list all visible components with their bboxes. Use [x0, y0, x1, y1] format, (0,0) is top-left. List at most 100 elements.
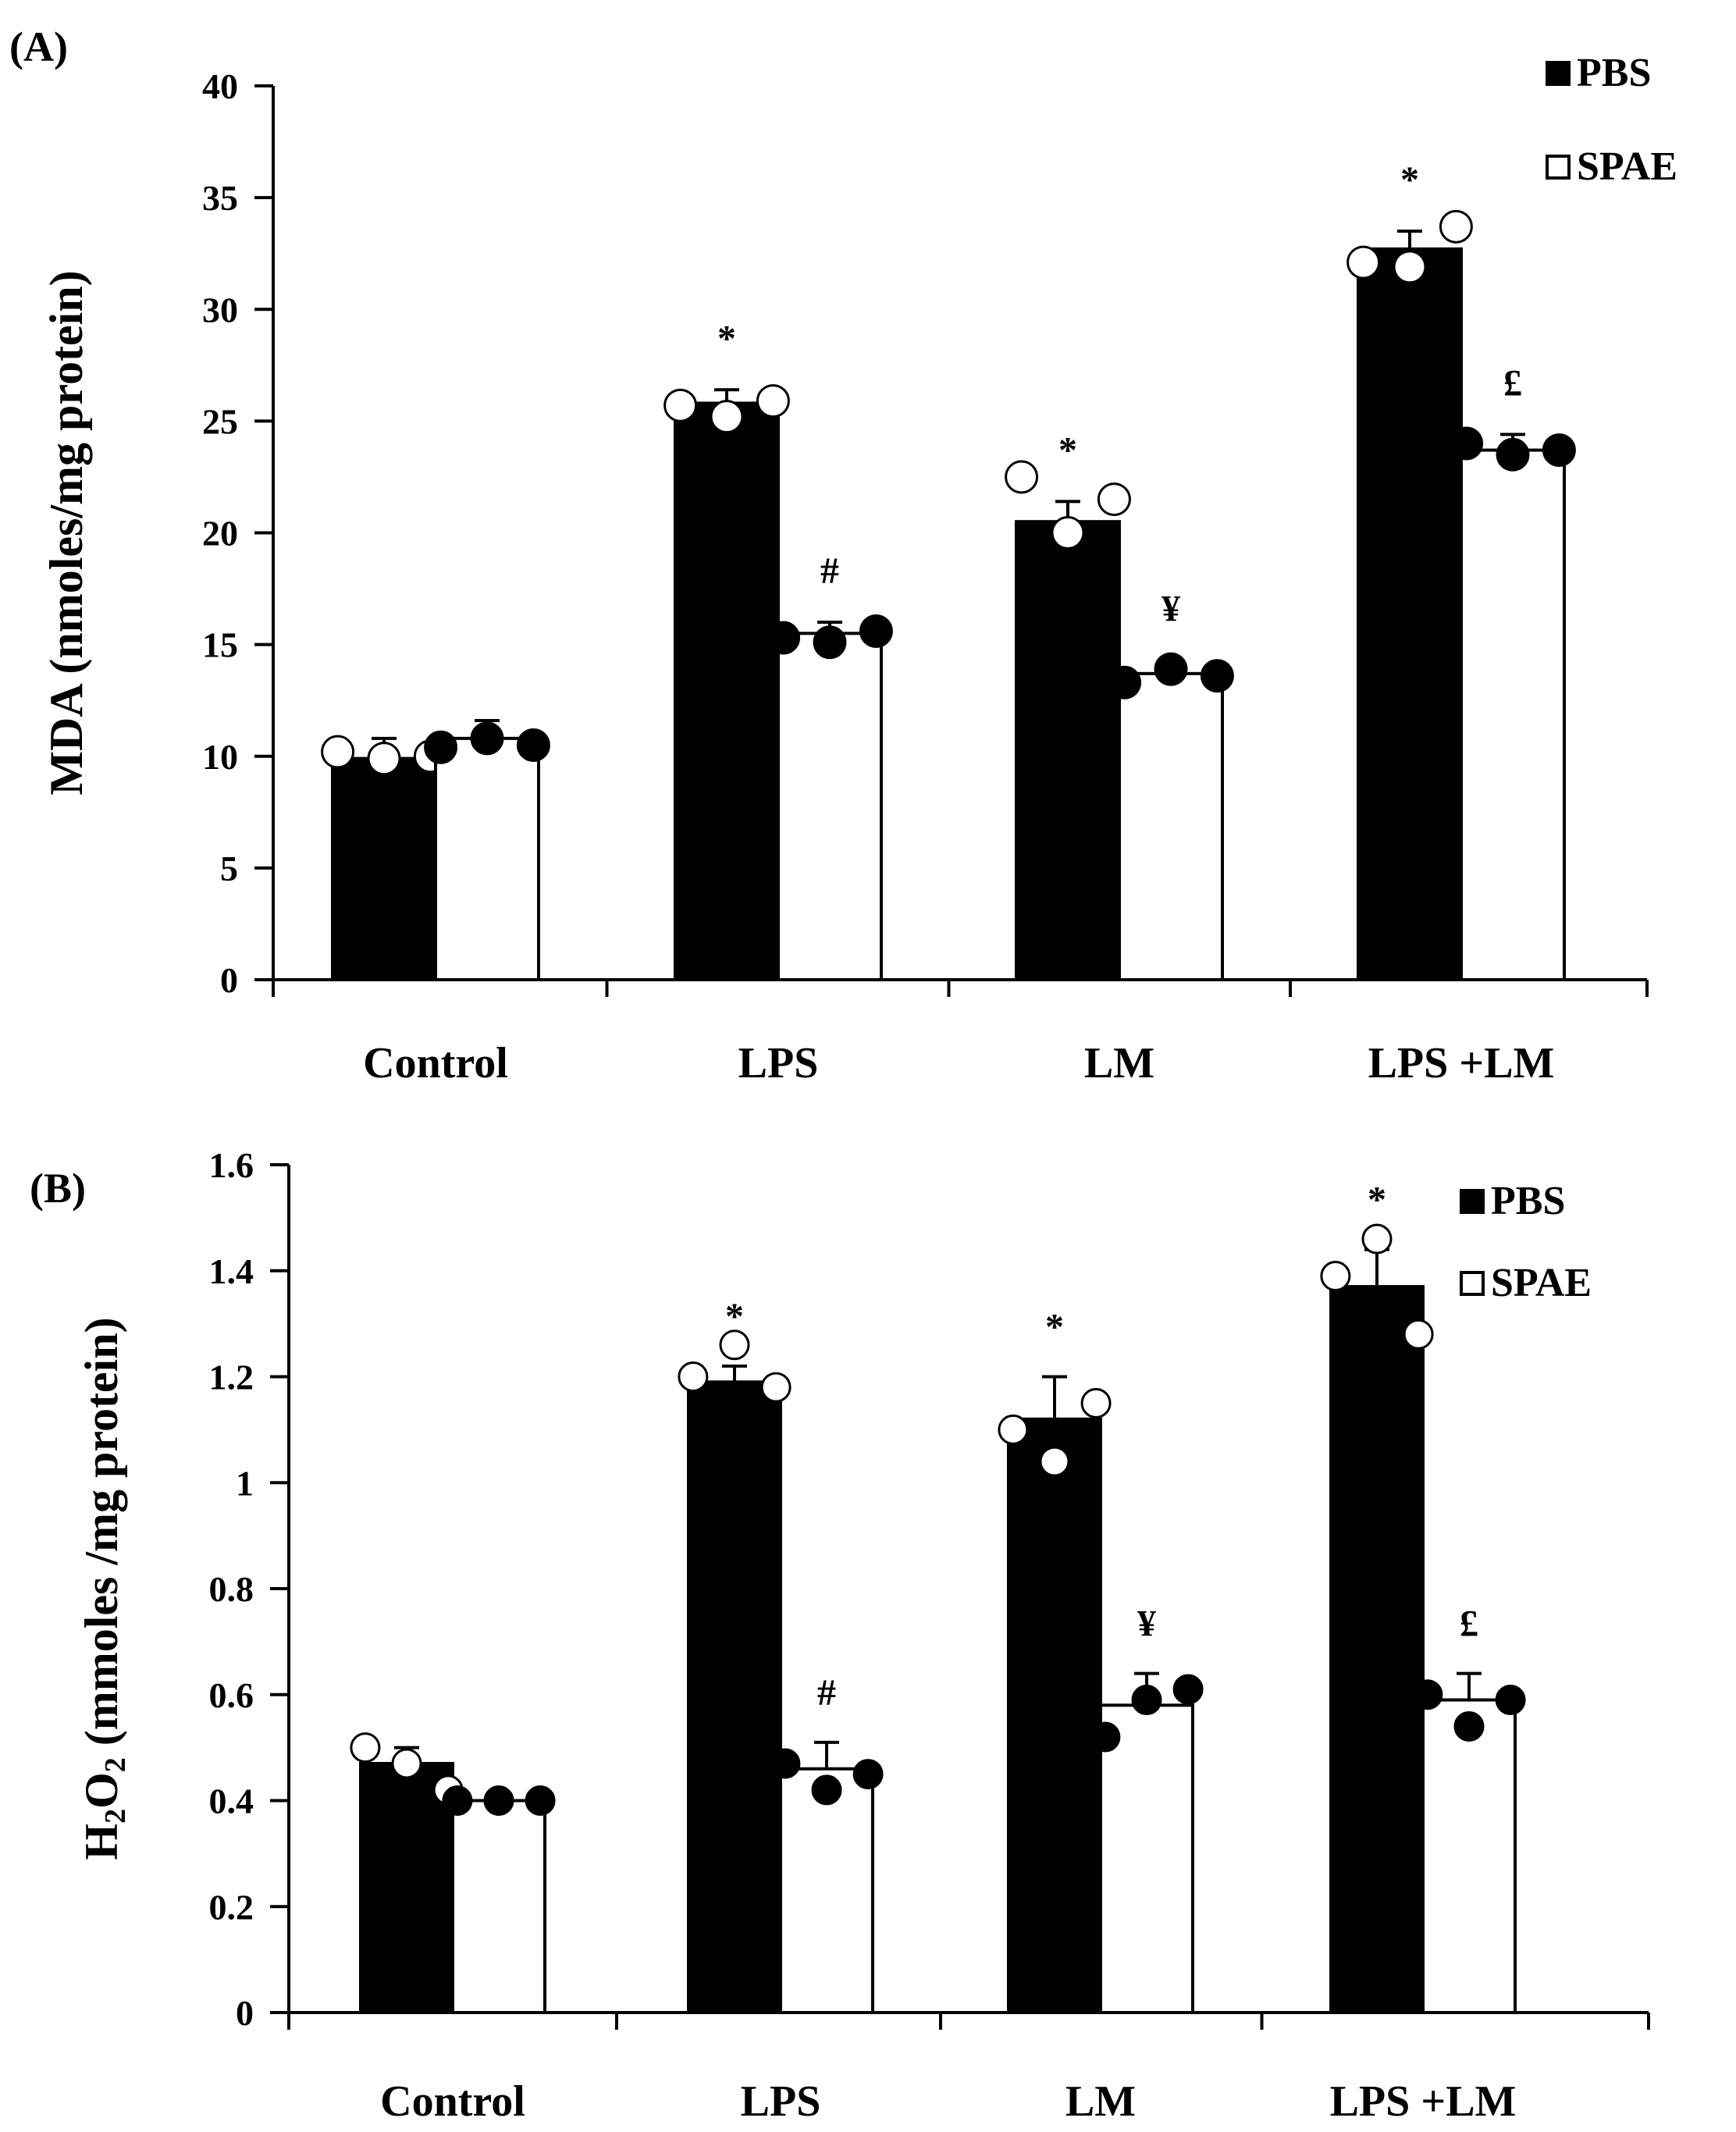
data-point [1495, 1685, 1526, 1716]
x-category-label: Control [363, 1039, 508, 1087]
y-tick-label: 30 [202, 290, 238, 329]
data-point [1200, 659, 1234, 693]
data-point [1320, 1261, 1351, 1292]
data-point [760, 1372, 792, 1403]
significance-marker: * [1058, 429, 1077, 471]
y-tick-label: 25 [202, 401, 238, 441]
x-category-label: LPS +LM [1368, 1039, 1555, 1087]
data-point [852, 1759, 884, 1790]
y-tick-label: 0.4 [209, 1781, 254, 1821]
data-point [1080, 1387, 1112, 1418]
pbs-bar [1015, 520, 1121, 981]
spae-bar [1099, 1703, 1194, 2014]
data-point [813, 625, 847, 660]
data-point [663, 388, 698, 422]
x-category-label: LM [1065, 2077, 1136, 2126]
data-point [1346, 245, 1381, 279]
significance-marker: # [817, 1672, 836, 1714]
data-point [350, 1732, 381, 1764]
data-point [424, 730, 458, 764]
significance-marker: £ [1503, 363, 1522, 404]
data-point [367, 742, 401, 776]
spae-bar [451, 1799, 546, 2014]
data-point [1090, 1721, 1121, 1753]
data-point [756, 384, 790, 418]
y-axis-title: H2O2 (mmoles /mg protein) [76, 1317, 132, 1860]
legend-label: PBS [1577, 51, 1651, 95]
data-point [442, 1785, 473, 1816]
data-point [678, 1361, 709, 1392]
spae-bar [779, 1767, 874, 2014]
significance-marker: * [1400, 159, 1419, 201]
panel-b-chart: 0 0.2 0.4 0.6 0.8 1 1.2 1.4 1.6 Control LPS LM LPS +… [30, 1145, 1650, 2126]
y-axis-title-part: H [76, 1824, 127, 1860]
data-point [859, 614, 893, 648]
pbs-bar [331, 756, 437, 981]
significance-marker: * [717, 318, 736, 359]
data-point [1542, 433, 1576, 468]
data-point [998, 1414, 1029, 1445]
y-tick-label: 40 [202, 66, 238, 106]
data-point [321, 735, 355, 769]
y-tick-label: 5 [220, 849, 238, 888]
y-tick-label: 0.6 [209, 1675, 254, 1715]
y-tick-label: 0.2 [209, 1887, 254, 1927]
data-point [1154, 652, 1188, 686]
spae-bar [1460, 448, 1566, 981]
x-category-label: Control [380, 2077, 525, 2126]
y-tick-label: 1.6 [209, 1145, 254, 1185]
y-axis-title-part: O [76, 1772, 127, 1809]
data-point [483, 1785, 514, 1816]
data-point [1039, 1446, 1070, 1477]
pbs-bar [687, 1380, 782, 2014]
y-tick-label: 1 [236, 1463, 254, 1503]
legend-swatch [1546, 155, 1571, 180]
data-point [1131, 1685, 1162, 1716]
data-point [1097, 482, 1131, 517]
spae-bar [1421, 1698, 1517, 2015]
data-point [391, 1748, 422, 1779]
x-category-label: LM [1084, 1039, 1154, 1087]
data-point [767, 621, 801, 655]
spae-bar [434, 736, 540, 981]
legend-swatch [1546, 61, 1571, 86]
y-tick-label: 1.2 [209, 1358, 254, 1397]
data-point [1412, 1679, 1443, 1710]
significance-marker: * [1368, 1180, 1386, 1221]
data-point [525, 1785, 556, 1816]
panel-label: (B) [30, 1165, 86, 1212]
legend-swatch [1460, 1271, 1485, 1296]
legend-label: SPAE [1491, 1261, 1592, 1305]
spae-bar [1118, 671, 1224, 982]
panel-a-chart: 0 5 10 15 20 25 30 35 40 Control LPS LM LPS +LM * * * # ¥… [9, 23, 1677, 1087]
data-point [1108, 665, 1142, 699]
data-point [1453, 1710, 1485, 1742]
y-axis-title-subscript: 2 [99, 1809, 132, 1824]
y-axis-title-part: (mmoles /mg protein) [76, 1317, 127, 1757]
legend-label: SPAE [1577, 144, 1677, 189]
data-point [1051, 516, 1085, 550]
y-tick-label: 0 [220, 960, 238, 1000]
data-point [516, 728, 550, 762]
data-point [811, 1774, 842, 1806]
data-point [1439, 209, 1473, 244]
pbs-bar [1007, 1417, 1102, 2015]
data-point [470, 721, 504, 756]
data-point [1005, 460, 1039, 494]
y-tick-label: 10 [202, 737, 238, 777]
significance-marker: * [1045, 1307, 1064, 1348]
data-point [719, 1329, 750, 1361]
y-tick-label: 1.4 [209, 1251, 254, 1291]
x-category-label: LPS [741, 2077, 821, 2126]
significance-marker: # [820, 550, 839, 592]
spae-bar [777, 632, 883, 981]
y-axis-title: MDA (nmoles/mg protein) [41, 270, 92, 795]
data-point [710, 400, 744, 434]
y-axis-title-subscript: 2 [99, 1757, 132, 1772]
significance-marker: £ [1460, 1603, 1478, 1645]
legend-swatch [1460, 1189, 1485, 1214]
data-point [1496, 437, 1530, 472]
data-point [1450, 426, 1484, 461]
pbs-bar [674, 401, 780, 981]
